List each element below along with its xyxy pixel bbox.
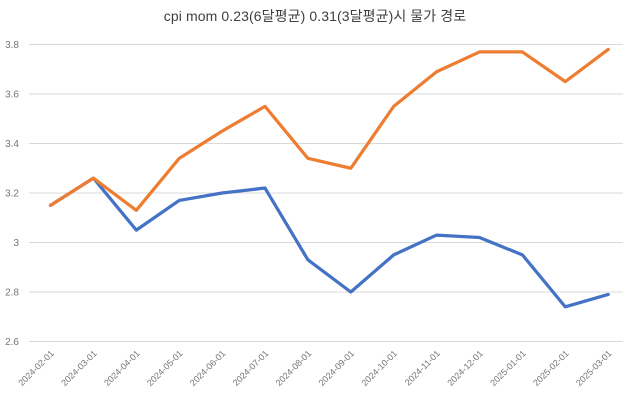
x-tick-label: 2024-10-01 xyxy=(359,348,399,388)
gridlines xyxy=(29,44,623,342)
x-tick-label: 2025-03-01 xyxy=(574,348,614,388)
x-tick-label: 2024-09-01 xyxy=(317,348,357,388)
x-axis-labels: 2024-02-01 2024-03-01 2024-04-01 2024-05-01… xyxy=(16,348,613,388)
y-tick-label: 3.8 xyxy=(5,40,19,51)
series-lines xyxy=(48,47,610,309)
x-tick-label: 2024-07-01 xyxy=(231,348,271,388)
y-tick-label: 3.2 xyxy=(5,189,19,200)
x-tick-label: 2025-02-01 xyxy=(531,348,571,388)
x-tick-label: 2024-03-01 xyxy=(59,348,99,388)
x-tick-label: 2024-12-01 xyxy=(445,348,485,388)
chart-title: cpi mom 0.23(6달평균) 0.31(3달평균)시 물가 경로 xyxy=(163,8,467,24)
y-tick-label: 2.8 xyxy=(5,288,19,299)
x-tick-label: 2024-04-01 xyxy=(102,348,142,388)
y-tick-label: 2.6 xyxy=(5,337,19,348)
series-line-orange xyxy=(48,47,610,212)
y-tick-label: 3.6 xyxy=(5,90,19,101)
y-axis-labels: 2.6 2.8 3 3.2 3.4 3.6 3.8 xyxy=(5,40,19,348)
y-tick-label: 3.4 xyxy=(5,139,19,150)
x-tick-label: 2025-01-01 xyxy=(488,348,528,388)
x-tick-label: 2024-08-01 xyxy=(274,348,314,388)
x-tick-label: 2024-06-01 xyxy=(188,348,228,388)
x-tick-label: 2024-11-01 xyxy=(403,348,442,387)
series-line-blue xyxy=(48,176,610,309)
x-tick-label: 2024-05-01 xyxy=(145,348,185,388)
x-tick-label: 2024-02-01 xyxy=(16,348,56,388)
y-tick-label: 3 xyxy=(13,238,19,249)
